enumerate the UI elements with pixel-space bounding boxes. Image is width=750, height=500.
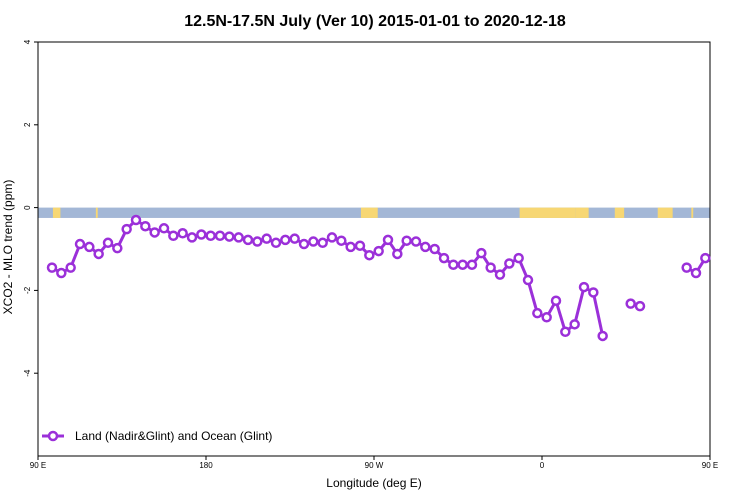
data-point [140,220,151,232]
data-point [578,281,590,293]
data-point [130,214,142,226]
data-point [121,223,132,235]
data-point [560,326,571,338]
data-point [112,242,123,254]
data-point [252,236,263,247]
legend-label: Land (Nadir&Glint) and Ocean (Glint) [75,429,272,443]
data-point [429,243,440,255]
data-point [532,307,543,319]
land-segment [95,207,98,218]
data-point [690,267,702,279]
data-point [485,262,496,273]
y-axis-label: XCO2 - MLO trend (ppm) [1,180,15,315]
x-tick-label: 90 W [365,461,384,470]
data-point [597,330,608,342]
data-point [280,234,291,246]
data-point [466,259,478,270]
land-segment [575,207,589,218]
data-point [569,319,580,330]
land-segment [360,207,378,218]
data-point [625,298,636,309]
data-point [65,262,76,273]
data-point [168,230,179,242]
data-point [158,223,170,234]
data-point [214,230,226,242]
x-tick-label: 0 [540,461,545,470]
data-point [354,240,366,251]
data-point [410,236,422,247]
data-point [308,236,319,247]
data-point [205,230,216,242]
y-tick-label: -4 [23,369,32,377]
x-axis: 90 E 180 90 W 0 90 E [30,456,718,470]
data-point [224,231,235,242]
y-tick-label: 4 [23,39,32,44]
data-point [345,241,356,253]
x-axis-label: Longitude (deg E) [326,476,421,490]
data-point [681,262,692,273]
data-point [448,259,459,270]
data-point [494,269,506,280]
data-point [401,235,412,246]
data-point [93,248,104,260]
y-tick-label: 2 [23,122,32,127]
land-segment [691,207,694,218]
data-point [242,234,254,246]
data-point [46,262,58,273]
data-point [364,249,375,261]
data-point [261,233,272,244]
data-point [298,238,310,250]
legend: Land (Nadir&Glint) and Ocean (Glint) [42,429,272,443]
data-point [438,252,450,264]
data-point [522,274,534,286]
data-point [317,237,328,249]
data-point [457,259,468,270]
data-point [504,258,515,269]
data-point [392,248,403,260]
data-point [382,234,394,246]
data-point [588,287,599,298]
land-segment [657,207,673,218]
data-point [336,235,347,246]
data-point [326,232,338,243]
data-point [289,233,300,244]
data-point [541,312,552,323]
data-point [102,237,114,249]
series-points [46,214,711,342]
y-axis: 4 2 0 -2 -4 [23,39,38,377]
y-tick-label: -2 [23,286,32,294]
land-segment [52,207,61,218]
data-point [700,252,711,264]
legend-marker-swatch [47,430,59,442]
data-point [270,237,282,249]
data-point [476,247,487,259]
y-tick-label: 0 [23,205,32,210]
data-point [233,232,244,243]
data-point [634,300,646,312]
data-point [149,227,160,238]
data-point [177,228,188,239]
land-mask-band [38,207,710,218]
chart-title: 12.5N-17.5N July (Ver 10) 2015-01-01 to … [184,13,566,30]
land-segment [519,207,576,218]
data-point [74,238,86,250]
data-point [84,241,95,253]
x-tick-label: 180 [199,461,213,470]
data-point [373,245,384,257]
data-point [550,295,562,306]
x-tick-label: 90 E [702,461,718,470]
land-segment [614,207,625,218]
data-point [56,267,67,279]
series-lines [51,218,707,337]
data-point [420,241,431,253]
data-point [186,232,198,243]
data-point [513,252,524,264]
data-point [196,229,207,240]
x-tick-label: 90 E [30,461,46,470]
